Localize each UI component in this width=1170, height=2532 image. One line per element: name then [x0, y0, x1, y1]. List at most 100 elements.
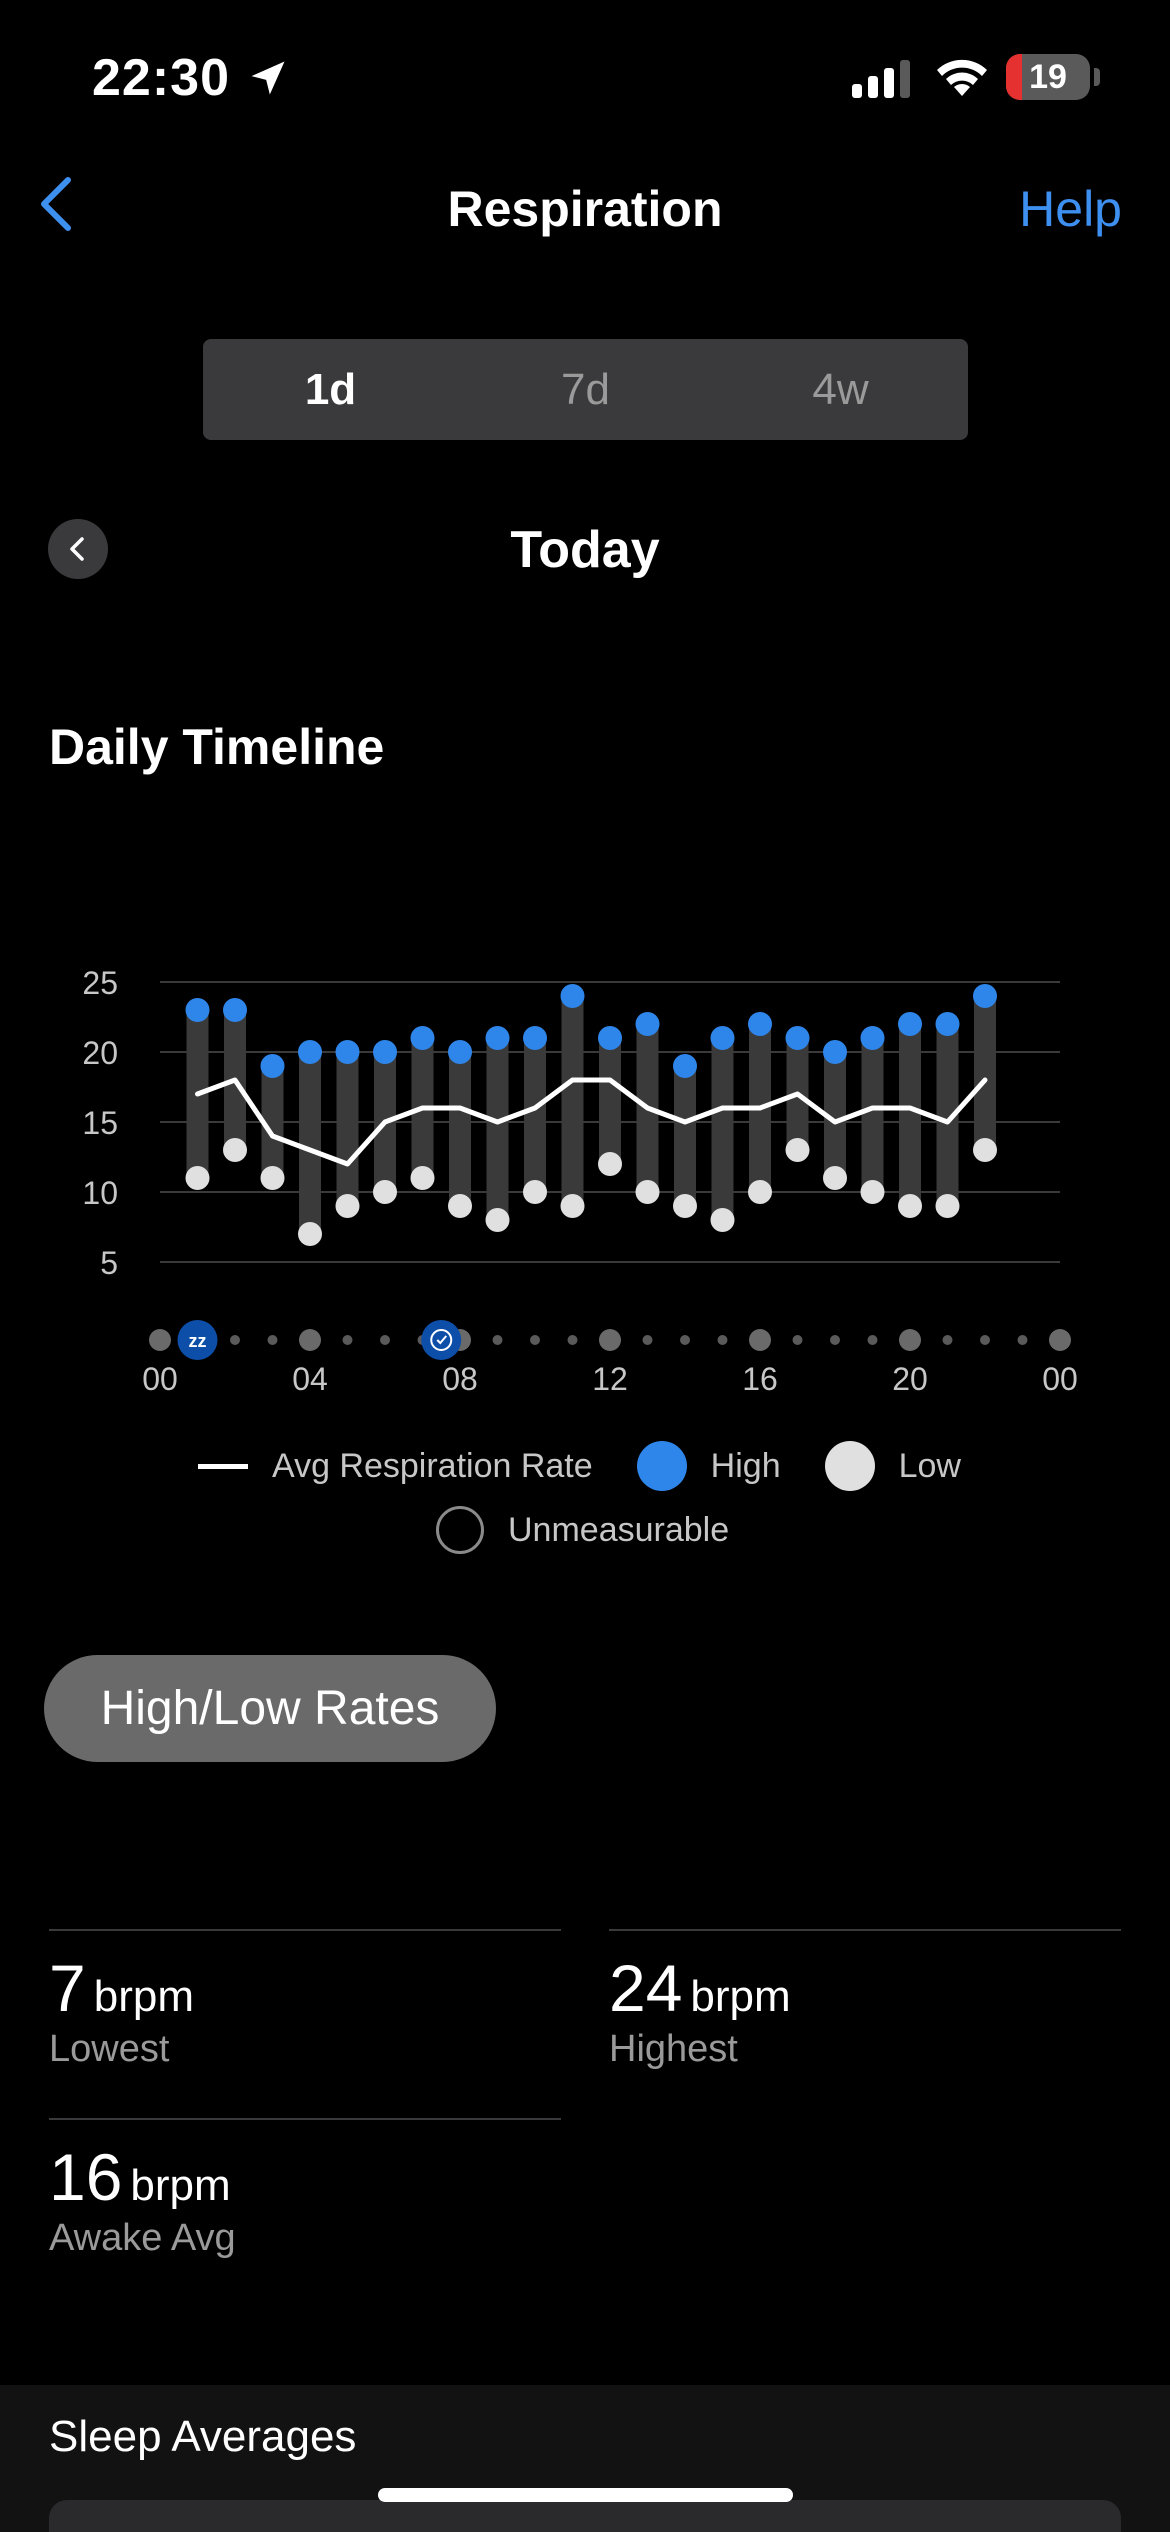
hour-marker [830, 1335, 840, 1345]
hour-marker [299, 1329, 321, 1351]
low-point [560, 1194, 585, 1218]
low-point [260, 1166, 285, 1190]
page-title: Respiration [447, 181, 723, 237]
high-point [448, 1040, 472, 1064]
sleep-icon [177, 1320, 218, 1360]
legend-unmeasurable-swatch [436, 1506, 484, 1554]
high-point [523, 1026, 547, 1050]
stat-awake-avg-label: Awake Avg [49, 2217, 236, 2259]
hour-marker [492, 1335, 503, 1345]
range-bar [861, 1038, 884, 1192]
low-point [448, 1194, 472, 1218]
hour-marker [980, 1335, 990, 1345]
x-tick-label: 16 [742, 1361, 778, 1397]
hour-marker [942, 1335, 953, 1345]
legend-avg-swatch [198, 1463, 248, 1469]
stat-highest-label: Highest [609, 2028, 738, 2070]
hour-marker [1017, 1335, 1028, 1345]
low-point [898, 1194, 922, 1218]
hour-marker [267, 1335, 278, 1345]
x-tick-label: 12 [592, 1361, 628, 1397]
stat-divider [49, 2118, 561, 2120]
chevron-left-icon [70, 537, 84, 561]
hour-marker [899, 1329, 921, 1351]
y-tick-label: 10 [82, 1175, 118, 1211]
high-point [598, 1026, 622, 1050]
hour-marker [680, 1335, 690, 1345]
y-tick-label: 20 [82, 1035, 118, 1071]
hour-marker [599, 1329, 621, 1351]
sleep-averages-card[interactable] [49, 2500, 1121, 2532]
x-tick-label: 08 [442, 1361, 478, 1397]
alarm-icon-check [436, 1335, 448, 1345]
high-point [898, 1012, 922, 1036]
low-point [298, 1222, 322, 1246]
legend-low-label: Low [898, 1446, 961, 1485]
stat-highest: 24 brpm Highest [609, 1950, 791, 2071]
segment-7d[interactable]: 7d [561, 364, 610, 414]
stat-awake-avg: 16 brpm Awake Avg [49, 2139, 236, 2260]
range-bar [299, 1052, 321, 1234]
segment-1d[interactable]: 1d [304, 364, 357, 414]
high-point [260, 1054, 285, 1078]
legend-avg-label: Avg Respiration Rate [272, 1446, 593, 1485]
back-chevron-icon[interactable] [36, 176, 76, 232]
legend-low-swatch [824, 1441, 875, 1491]
stat-lowest-label: Lowest [49, 2028, 170, 2070]
high-point [860, 1026, 885, 1050]
battery-level [1006, 54, 1022, 100]
high-point [410, 1026, 435, 1050]
high-point [710, 1026, 735, 1050]
range-bar [711, 1038, 734, 1220]
home-indicator[interactable] [378, 2488, 793, 2502]
high-point [335, 1040, 360, 1064]
low-point [335, 1194, 360, 1218]
high-point [823, 1040, 847, 1064]
x-tick-label: 04 [292, 1361, 328, 1397]
range-bar [261, 1066, 284, 1178]
hour-marker [792, 1335, 803, 1345]
high-low-rates-button[interactable]: High/Low Rates [44, 1655, 496, 1762]
x-tick-label: 00 [1042, 1361, 1078, 1397]
low-point [410, 1166, 435, 1190]
stat-lowest: 7 brpm Lowest [49, 1950, 194, 2071]
low-point [710, 1208, 735, 1232]
y-tick-label: 25 [82, 965, 118, 1001]
x-tick-label: 00 [142, 1361, 178, 1397]
hour-marker [149, 1329, 171, 1351]
range-bar [899, 1024, 921, 1206]
high-point [785, 1026, 810, 1050]
hour-marker [567, 1335, 578, 1345]
high-point [935, 1012, 960, 1036]
respiration-chart: 25 20 15 10 5 zz 00 04 08 12 16 20 00 [82, 965, 1078, 1397]
low-point [785, 1138, 810, 1162]
low-point [485, 1208, 510, 1232]
location-arrow-icon [251, 61, 285, 95]
high-point [223, 998, 247, 1022]
range-bar [599, 1038, 621, 1164]
hour-marker [717, 1335, 728, 1345]
hour-marker [342, 1335, 353, 1345]
range-bar [674, 1066, 696, 1206]
low-point [973, 1138, 997, 1162]
hour-marker [1049, 1329, 1071, 1351]
help-link[interactable]: Help [1019, 181, 1122, 237]
legend-high-swatch [636, 1441, 687, 1491]
previous-day-button[interactable] [48, 519, 108, 579]
legend-unmeasurable-label: Unmeasurable [508, 1510, 730, 1549]
hour-marker [230, 1335, 240, 1345]
low-point [935, 1194, 960, 1218]
segment-4w[interactable]: 4w [812, 364, 869, 414]
stat-highest-unit: brpm [690, 1972, 791, 2021]
low-point [223, 1138, 247, 1162]
battery-percent: 19 [1029, 58, 1067, 96]
stat-highest-value: 24 [609, 1951, 683, 2025]
low-point [860, 1180, 885, 1204]
hour-marker [642, 1335, 653, 1345]
low-point [635, 1180, 660, 1204]
high-point [373, 1040, 397, 1064]
battery-indicator: 19 [1006, 54, 1090, 100]
high-point [560, 984, 585, 1008]
legend-high-label: High [710, 1446, 781, 1485]
stat-lowest-unit: brpm [93, 1972, 194, 2021]
